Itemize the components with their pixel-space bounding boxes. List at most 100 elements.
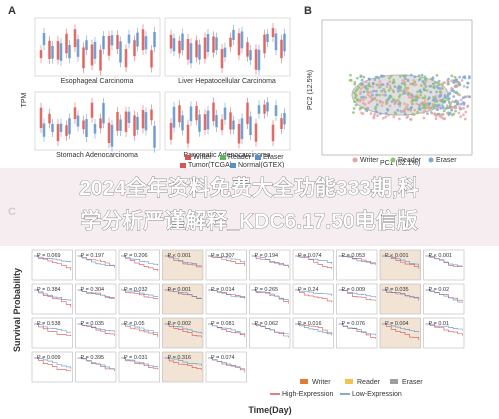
- point: [418, 89, 422, 93]
- box: [195, 105, 198, 121]
- km-cell: [205, 283, 247, 315]
- point: [450, 100, 454, 104]
- legend-key: [300, 379, 308, 384]
- point: [397, 95, 401, 99]
- box: [203, 37, 207, 59]
- box: [48, 40, 51, 59]
- box: [102, 102, 105, 124]
- point: [390, 100, 394, 103]
- point: [371, 93, 374, 97]
- p-value: P = 0.004: [385, 321, 409, 327]
- point: [431, 102, 435, 106]
- point: [372, 97, 376, 101]
- box: [229, 112, 232, 130]
- legend-key: [230, 163, 236, 168]
- point: [369, 100, 373, 103]
- km-curve: [34, 357, 72, 372]
- box: [198, 114, 201, 132]
- box: [133, 115, 136, 136]
- p-value: P < 0.001: [168, 253, 192, 259]
- box: [169, 122, 173, 140]
- km-cell: [379, 283, 421, 315]
- km-curve: [77, 323, 115, 333]
- point: [403, 102, 406, 106]
- km-curve: [164, 323, 202, 338]
- point: [409, 118, 412, 121]
- point: [446, 106, 449, 110]
- point: [366, 90, 369, 94]
- legend-label: Low-Expression: [352, 391, 402, 398]
- p-value: P = 0.016: [298, 321, 322, 327]
- point: [431, 82, 435, 86]
- point: [380, 83, 384, 87]
- km-curve: [34, 323, 72, 336]
- legend-label: Writer: [193, 154, 212, 161]
- km-curve: [295, 255, 333, 270]
- point: [462, 103, 466, 106]
- box: [133, 40, 136, 57]
- point: [355, 76, 359, 80]
- km-curve: [208, 255, 246, 264]
- point: [441, 100, 444, 104]
- km-cell: [118, 283, 160, 315]
- point: [380, 74, 384, 78]
- point: [446, 98, 450, 102]
- box: [85, 40, 88, 51]
- legend-label: Eraser: [263, 154, 284, 161]
- point: [375, 99, 379, 102]
- box: [90, 102, 94, 118]
- box: [68, 44, 71, 59]
- box: [144, 112, 148, 131]
- facet-title: Esophageal Carcinoma: [61, 78, 134, 85]
- legend-label: Writer: [360, 157, 379, 164]
- point: [357, 85, 361, 89]
- box: [59, 123, 63, 132]
- point: [378, 99, 382, 103]
- point: [450, 86, 454, 90]
- panel-label: B: [304, 5, 312, 17]
- point: [387, 89, 391, 92]
- box: [206, 34, 210, 52]
- box: [119, 119, 122, 131]
- km-curve: [77, 289, 115, 299]
- km-curve: [77, 323, 115, 336]
- km-cell: [118, 249, 160, 281]
- km-cell: [292, 249, 334, 281]
- legend-label: Normal(GTEX): [238, 162, 284, 169]
- point: [404, 105, 408, 109]
- km-curve: [251, 323, 289, 335]
- km-curve: [425, 289, 463, 303]
- point: [375, 83, 379, 87]
- box: [99, 49, 102, 71]
- box: [249, 50, 252, 61]
- p-value: P = 0.032: [124, 287, 148, 293]
- point: [371, 85, 374, 89]
- box: [280, 39, 283, 59]
- legend-label: Tumor(TCGA): [188, 162, 232, 169]
- point: [389, 74, 393, 78]
- banner-text: 2024全年资料免费大全功能333期,科: [79, 176, 419, 200]
- point: [426, 112, 429, 116]
- point: [446, 95, 450, 98]
- box: [107, 35, 111, 56]
- point: [427, 107, 431, 110]
- point: [369, 95, 373, 99]
- point: [425, 102, 429, 106]
- point: [354, 89, 358, 93]
- km-curve: [338, 289, 376, 298]
- box: [51, 46, 54, 59]
- point: [387, 96, 391, 100]
- point: [461, 96, 465, 100]
- point: [398, 117, 401, 121]
- point: [375, 103, 379, 106]
- point: [414, 98, 417, 102]
- point: [360, 95, 363, 99]
- point: [439, 106, 443, 110]
- point: [435, 90, 439, 94]
- box: [283, 33, 286, 52]
- box: [124, 111, 128, 132]
- point: [419, 93, 422, 97]
- km-curve: [295, 323, 333, 334]
- km-curve: [34, 255, 72, 271]
- box: [39, 50, 43, 59]
